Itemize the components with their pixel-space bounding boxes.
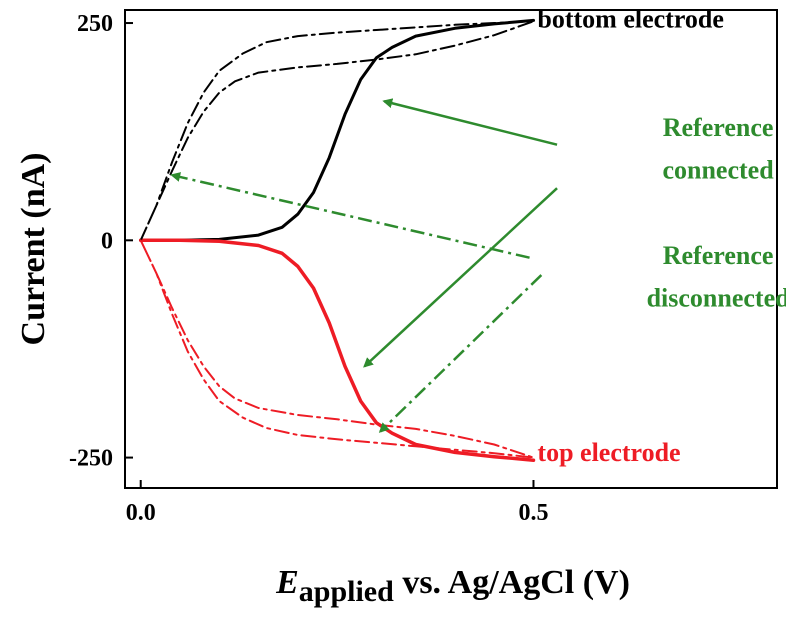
annotation-arrow-0 [382, 98, 558, 146]
x-axis-rest: vs. Ag/AgCl (V) [394, 564, 630, 601]
series-line-3 [139, 239, 535, 459]
annotation-label-3: connected [662, 156, 774, 185]
x-axis-subscript: applied [299, 575, 394, 608]
y-tick-label: 250 [77, 11, 113, 37]
annotation-label-1: top electrode [537, 438, 680, 467]
annotation-arrow-1 [363, 187, 558, 368]
x-tick-label: 0.5 [518, 500, 548, 526]
series-layer [138, 18, 536, 462]
annotation-arrow-3 [378, 274, 543, 433]
x-tick-label: 0.0 [126, 500, 156, 526]
label-layer: bottom electrode top electrode Reference co… [537, 4, 786, 467]
annotation-label-4: Reference [663, 241, 774, 270]
series-line-1 [138, 238, 536, 462]
plot-frame [124, 9, 778, 489]
annotation-arrow-2 [170, 172, 530, 259]
series-line-0 [139, 18, 535, 242]
arrow-layer [170, 98, 558, 433]
x-axis-symbol: E [275, 564, 299, 601]
series-line-2 [139, 20, 535, 242]
tick-layer: 0.0 0.5 250 0 -250 [69, 11, 548, 526]
y-axis-title: Current (nA) [15, 153, 52, 346]
annotation-label-0: bottom electrode [537, 4, 724, 33]
annotation-label-2: Reference [663, 113, 774, 142]
y-tick-label: 0 [101, 228, 113, 254]
annotation-label-5: disconnected [647, 283, 786, 312]
x-axis-title: Eapplied vs. Ag/AgCl (V) [275, 564, 630, 608]
y-tick-label: -250 [69, 446, 113, 472]
